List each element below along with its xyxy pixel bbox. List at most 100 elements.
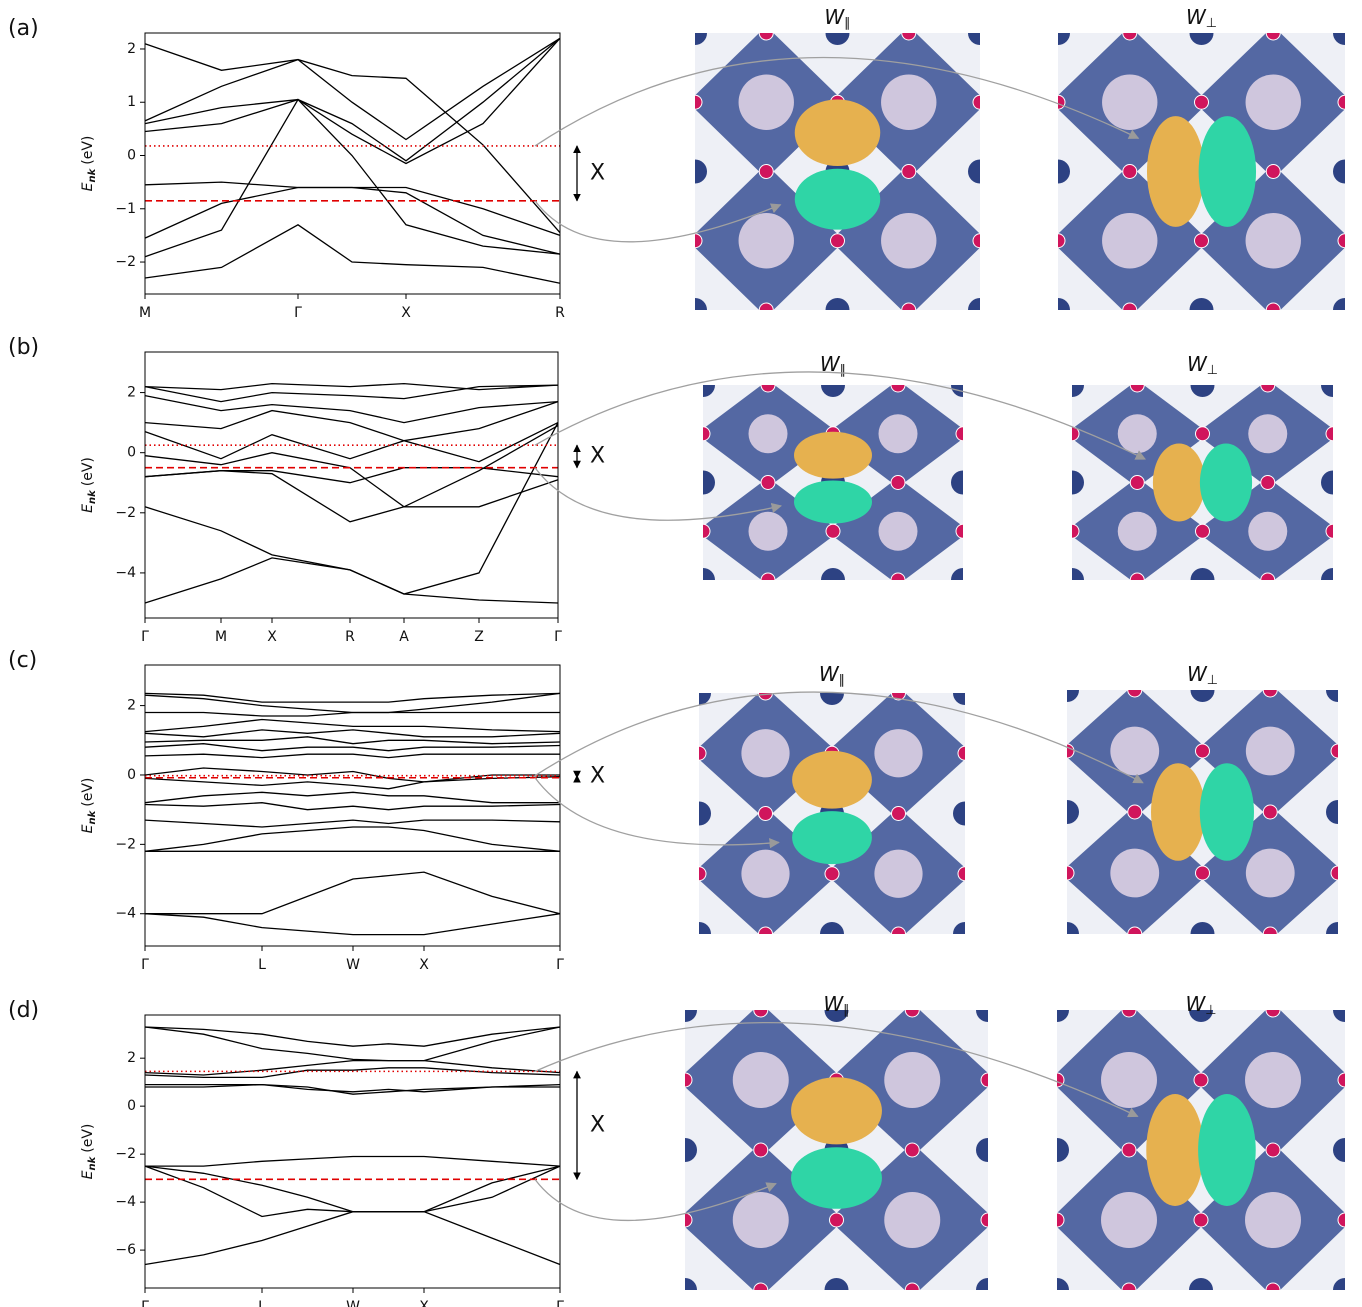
band-line [144, 692, 561, 703]
band-line [144, 181, 561, 237]
band-line [144, 819, 561, 828]
panel-label: (d) [8, 998, 39, 1023]
oxygen-atom [1195, 426, 1210, 442]
title-symbol: W [1186, 5, 1207, 29]
octahedron-gap [1067, 690, 1128, 745]
connector-arrow [534, 56, 1140, 147]
metal-atom [1326, 690, 1338, 702]
structure-image [1067, 690, 1338, 934]
metal-atom [1333, 1010, 1345, 1022]
image-title: W∥ [823, 992, 849, 1018]
oxygen-atom [980, 1072, 988, 1088]
band-line [144, 736, 561, 745]
metal-atom [1326, 800, 1338, 824]
band-line [144, 776, 561, 790]
band-line [144, 394, 559, 424]
title-symbol: W [824, 5, 845, 29]
x-tick-label: X [267, 629, 277, 645]
band-line [144, 422, 559, 595]
image-title: W⊥ [1185, 992, 1216, 1018]
gap-label: X [590, 764, 605, 789]
x-tick-label: Γ [141, 1299, 149, 1307]
oxygen-atom [891, 926, 906, 934]
octahedron-gap [703, 385, 762, 429]
oxygen-atom [901, 164, 917, 179]
x-tick-label: R [555, 305, 565, 321]
band-line [144, 382, 559, 391]
octahedron-gap [1280, 1087, 1345, 1213]
x-tick-label: Γ [556, 1299, 564, 1307]
octahedron-gap [1143, 385, 1262, 429]
band-line [144, 224, 561, 284]
connector-arrow [534, 1178, 777, 1222]
octahedron-gap [1277, 757, 1338, 867]
oxygen-atom [829, 1212, 844, 1228]
cation [741, 849, 790, 898]
oxygen-atom [1337, 94, 1345, 110]
oxygen-atom [758, 302, 774, 310]
oxygen-atom [1122, 302, 1138, 310]
oxygen-atom [1121, 1142, 1137, 1158]
ylabel-symbol: E [80, 824, 96, 833]
title-sub: ⊥ [1206, 16, 1217, 31]
band-line [145, 1155, 561, 1167]
oxygen-atom [1127, 804, 1143, 820]
band-line [144, 1026, 561, 1062]
cation [1102, 74, 1158, 130]
oxygen-atom [890, 385, 906, 393]
oxygen-atom [904, 1282, 920, 1290]
title-symbol: W [820, 352, 841, 376]
oxygen-atom [760, 572, 776, 580]
orbital-lobe-positive [791, 1077, 882, 1145]
ylabel-unit: (eV) [80, 457, 96, 486]
metal-atom [820, 922, 844, 934]
oxygen-atom [753, 1282, 769, 1290]
cation [1101, 1052, 1157, 1108]
band-line [144, 422, 559, 463]
orbital-lobe-positive [1152, 443, 1206, 522]
x-tick-label: X [419, 957, 429, 973]
ylabel-sub: nk [87, 489, 98, 504]
cation [881, 213, 937, 269]
octahedron-gap [1057, 1087, 1122, 1213]
oxygen-atom [1067, 743, 1075, 759]
gap-label: X [590, 160, 605, 185]
orbital-lobe-negative [1198, 116, 1257, 227]
metal-atom [825, 298, 850, 310]
band-line [144, 753, 560, 759]
cation [1110, 848, 1160, 898]
oxygen-atom [904, 1142, 920, 1158]
gap-label: X [590, 1112, 605, 1137]
oxygen-atom [1072, 426, 1080, 442]
oxygen-atom [1129, 385, 1145, 393]
image-title: W⊥ [1187, 662, 1218, 688]
oxygen-atom [1337, 1212, 1345, 1228]
oxygen-atom [955, 523, 963, 539]
octahedron-gap [1141, 690, 1264, 745]
connector-arrow [534, 467, 783, 521]
cation [1245, 74, 1301, 130]
metal-atom [695, 298, 707, 310]
oxygen-atom [1262, 926, 1278, 934]
octahedron-gap [1058, 33, 1123, 96]
cation [1245, 1052, 1301, 1108]
x-tick-label: M [215, 629, 227, 645]
octahedron-gap [1072, 385, 1131, 429]
metal-atom [976, 1010, 988, 1022]
plot-frame [144, 1014, 561, 1289]
y-tick-label: −2 [115, 1146, 136, 1162]
metal-atom [1189, 33, 1214, 45]
x-tick-label: Γ [141, 629, 149, 645]
octahedron-gap [772, 693, 892, 748]
band-line [145, 1083, 561, 1093]
band-line [144, 37, 561, 162]
band-line [145, 711, 560, 717]
octahedron-gap [1280, 109, 1345, 234]
metal-atom [1333, 33, 1345, 45]
x-tick-label: W [346, 957, 360, 973]
x-tick-label: R [345, 629, 355, 645]
y-tick-label: −2 [115, 254, 136, 270]
orbital-lobe-negative [1199, 443, 1253, 522]
ylabel-sub: nk [87, 1155, 98, 1170]
